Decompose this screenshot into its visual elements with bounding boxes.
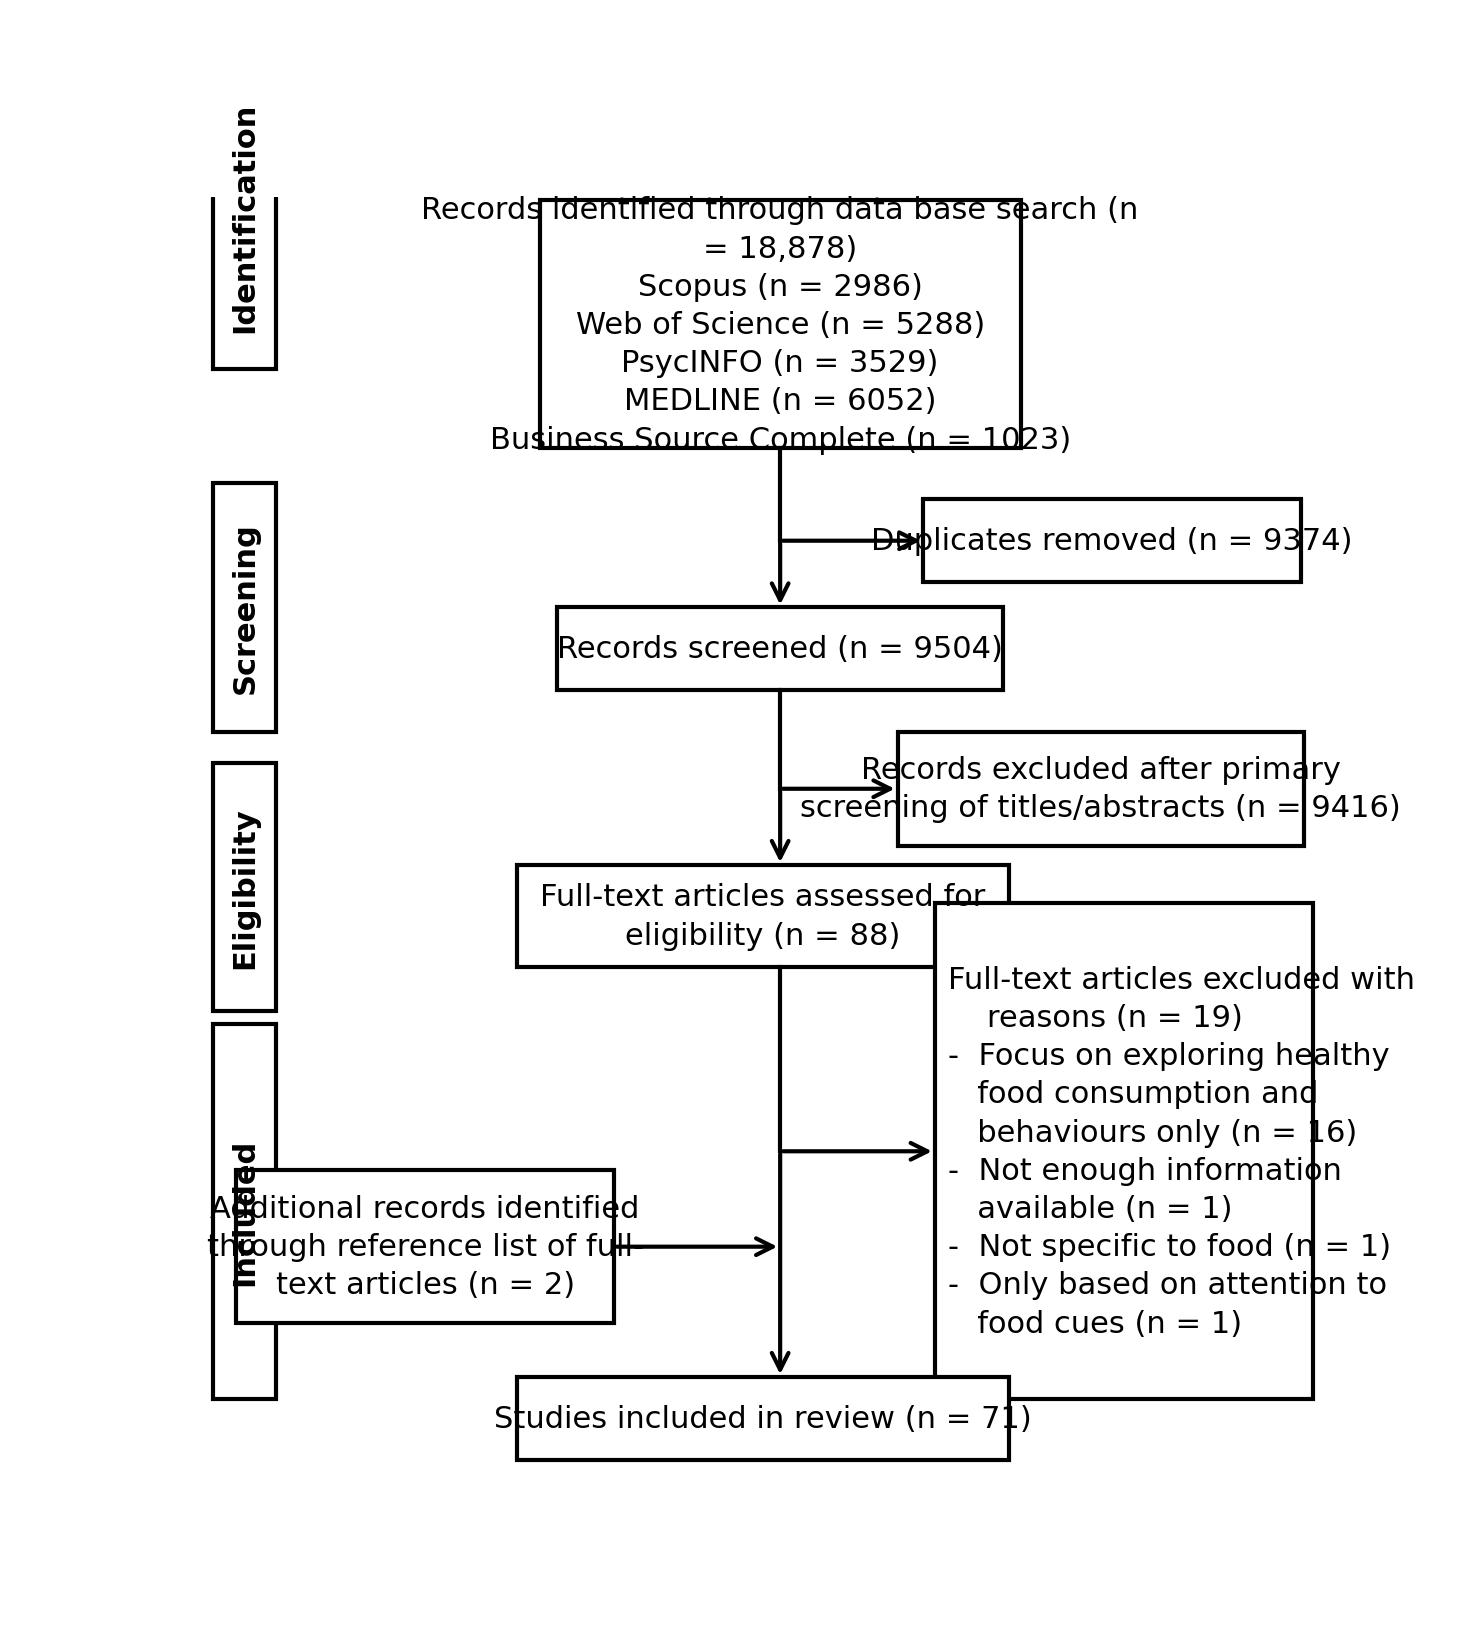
Text: Included: Included <box>230 1139 260 1286</box>
Text: Identification: Identification <box>230 102 260 332</box>
Text: Additional records identified
through reference list of full-
text articles (n =: Additional records identified through re… <box>207 1194 644 1299</box>
Bar <box>236 1171 614 1322</box>
Bar <box>213 764 276 1012</box>
Text: Studies included in review (n = 71): Studies included in review (n = 71) <box>493 1403 1031 1433</box>
Text: Records identified through data base search (n
= 18,878)
Scopus (n = 2986)
Web o: Records identified through data base sea… <box>421 196 1139 454</box>
Bar <box>897 731 1304 847</box>
Bar <box>539 201 1021 449</box>
Bar <box>213 64 276 370</box>
Text: Screening: Screening <box>230 522 260 693</box>
Bar <box>517 1377 1009 1459</box>
Bar <box>935 903 1312 1400</box>
Text: Records excluded after primary
screening of titles/abstracts (n = 9416): Records excluded after primary screening… <box>801 756 1400 822</box>
Text: Eligibility: Eligibility <box>230 807 260 969</box>
Bar <box>517 865 1009 967</box>
Bar <box>213 1024 276 1400</box>
Text: Full-text articles assessed for
eligibility (n = 88): Full-text articles assessed for eligibil… <box>541 883 985 949</box>
Bar <box>557 608 1003 690</box>
Bar <box>213 484 276 731</box>
Text: Full-text articles excluded with
    reasons (n = 19)
-  Focus on exploring heal: Full-text articles excluded with reasons… <box>948 966 1415 1337</box>
Text: Records screened (n = 9504): Records screened (n = 9504) <box>557 636 1003 664</box>
Text: Duplicates removed (n = 9374): Duplicates removed (n = 9374) <box>871 527 1353 556</box>
Bar <box>923 500 1301 583</box>
